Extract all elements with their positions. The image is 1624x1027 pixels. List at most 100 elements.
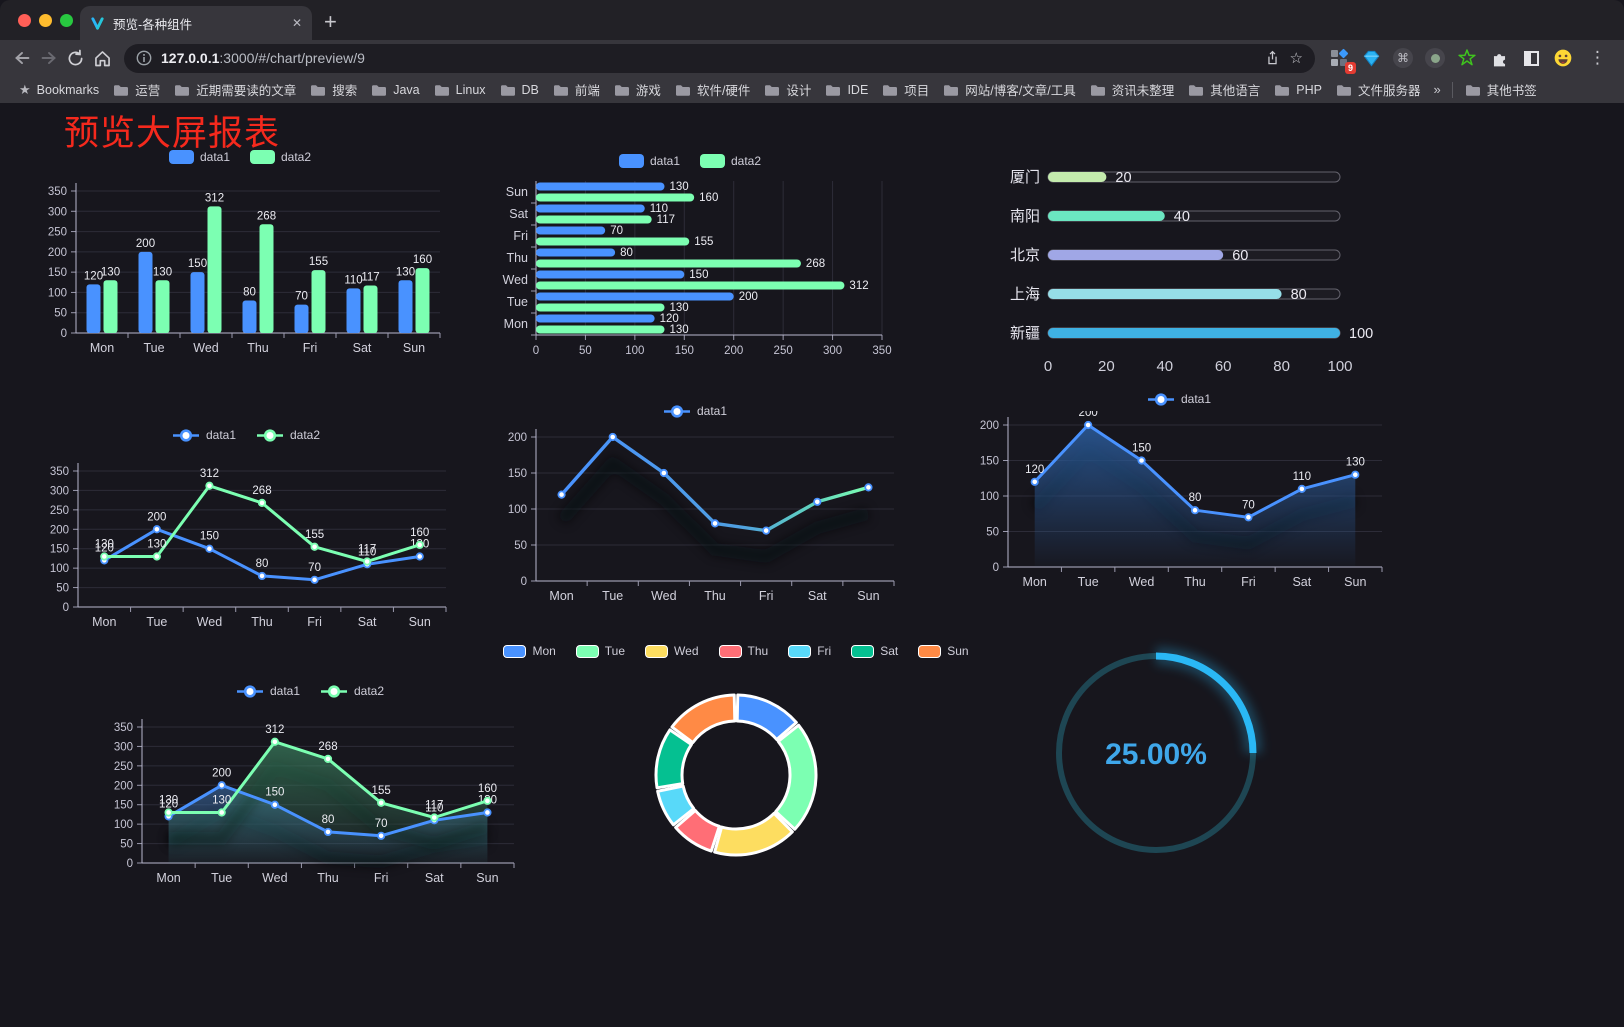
bookmark-folder-8[interactable]: 软件/硬件: [668, 77, 757, 102]
legend-item-data1[interactable]: data1: [1147, 392, 1211, 406]
bookmark-folder-12[interactable]: 网站/博客/文章/工具: [936, 77, 1082, 102]
svg-text:200: 200: [212, 767, 231, 779]
command-extension-icon[interactable]: ⌘: [1391, 46, 1415, 70]
legend-item-Fri[interactable]: Fri: [788, 644, 831, 658]
window-zoom-button[interactable]: [60, 14, 73, 27]
bookmark-folder-5[interactable]: DB: [493, 80, 546, 100]
emoji-extension-icon[interactable]: [1551, 46, 1575, 70]
extensions-puzzle-icon[interactable]: [1487, 46, 1511, 70]
legend-item-Mon[interactable]: Mon: [503, 644, 556, 658]
new-tab-button[interactable]: +: [324, 9, 337, 34]
svg-text:155: 155: [309, 256, 328, 268]
legend-label: data2: [731, 154, 762, 168]
svg-text:150: 150: [48, 267, 67, 279]
line-chart-canvas[interactable]: 0 50 100 150 200 250 300 350 Mon Tue Wed Thu Fri Sat S…: [34, 447, 458, 643]
legend-item-Sat[interactable]: Sat: [851, 644, 898, 658]
legend-item-data1[interactable]: data1: [168, 150, 230, 164]
legend-item-data1[interactable]: data1: [663, 404, 727, 418]
share-icon[interactable]: [1264, 49, 1281, 67]
gem-extension-icon[interactable]: [1359, 46, 1383, 70]
evernote-star-extension-icon[interactable]: [1455, 46, 1479, 70]
tab-manager-extension-icon[interactable]: 9: [1327, 46, 1356, 74]
svg-text:155: 155: [305, 529, 324, 541]
legend-item-data2[interactable]: data2: [256, 428, 320, 442]
svg-text:130: 130: [1346, 457, 1365, 469]
bookmark-folder-4[interactable]: Linux: [427, 80, 493, 100]
svg-text:312: 312: [205, 192, 224, 204]
area-line-chart: data1 0 50 100 150 200 Mon Tue Wed Thu Fri Sat Sun 12…: [966, 389, 1392, 603]
legend-label: data1: [649, 154, 680, 168]
tab-strip: 预览-各种组件 ✕ +: [0, 0, 1624, 40]
bookmark-folder-6[interactable]: 前端: [546, 77, 607, 102]
progress-bar-canvas[interactable]: 厦门 20 南阳 40 北京 60 上海 80 新疆 100 0 20 40 60 80 100: [992, 153, 1392, 385]
bookmark-star-icon[interactable]: ☆: [1289, 50, 1303, 67]
folder-icon: [883, 84, 898, 96]
bookmark-folder-2[interactable]: 搜索: [303, 77, 364, 102]
legend-item-data2[interactable]: data2: [250, 150, 311, 164]
forward-button[interactable]: [35, 45, 62, 72]
svg-text:150: 150: [689, 269, 708, 281]
svg-text:Sun: Sun: [857, 589, 879, 603]
legend-swatch-icon: [918, 644, 942, 658]
legend-swatch-icon: [1147, 392, 1174, 406]
svg-text:0: 0: [127, 858, 133, 870]
grouped-bar-canvas[interactable]: 0 50 100 150 200 250 300 350 Mon Tue Wed Thu Fri Sat S…: [34, 169, 446, 363]
bookmark-folder-15[interactable]: PHP: [1267, 80, 1329, 100]
recorder-extension-icon[interactable]: [1423, 46, 1447, 70]
other-bookmarks-button[interactable]: 其他书签: [1458, 77, 1544, 102]
address-bar[interactable]: 127.0.0.1:3000/#/chart/preview/9 ☆: [124, 43, 1315, 73]
bookmark-folder-1[interactable]: 近期需要读的文章: [167, 77, 303, 102]
legend-item-data1[interactable]: data1: [618, 154, 680, 168]
svg-text:150: 150: [200, 531, 219, 543]
gauge-canvas[interactable]: 25.00%: [1036, 633, 1276, 873]
window-close-button[interactable]: [18, 14, 31, 27]
svg-text:70: 70: [295, 291, 308, 303]
svg-text:Mon: Mon: [549, 589, 573, 603]
svg-text:130: 130: [670, 324, 689, 336]
home-button[interactable]: [89, 45, 116, 72]
svg-text:50: 50: [579, 345, 592, 357]
browser-menu-icon[interactable]: ⋮: [1589, 48, 1606, 67]
bookmark-folder-10[interactable]: IDE: [818, 80, 875, 100]
svg-text:150: 150: [265, 787, 284, 799]
legend-item-Thu[interactable]: Thu: [718, 644, 768, 658]
legend-item-data1[interactable]: data1: [172, 428, 236, 442]
two-series-area-canvas[interactable]: 0 50 100 150 200 250 300 350 Mon Tue Wed Thu Fri Sat S…: [96, 703, 524, 901]
bookmark-folder-0[interactable]: 运营: [106, 77, 167, 102]
svg-text:80: 80: [1189, 492, 1202, 504]
bookmark-folder-14[interactable]: 其他语言: [1181, 77, 1267, 102]
browser-tab[interactable]: 预览-各种组件 ✕: [80, 6, 312, 40]
bookmarks-overflow-button[interactable]: »: [1433, 82, 1441, 97]
bookmark-label: 项目: [904, 84, 930, 98]
svg-text:150: 150: [980, 456, 999, 468]
tab-close-icon[interactable]: ✕: [291, 16, 302, 30]
folder-icon: [614, 84, 629, 96]
svg-text:40: 40: [1156, 358, 1173, 375]
legend-item-data2[interactable]: data2: [320, 684, 384, 698]
bookmark-folder-16[interactable]: 文件服务器: [1329, 77, 1428, 102]
area-chart-canvas[interactable]: 0 50 100 150 200 Mon Tue Wed Thu Fri Sat Sun 120 200 1…: [966, 411, 1392, 603]
legend-item-Sun[interactable]: Sun: [918, 644, 969, 658]
dark-mode-extension-icon[interactable]: [1519, 46, 1543, 70]
bookmarks-manager-button[interactable]: ★ Bookmarks: [12, 79, 106, 101]
bookmark-folder-11[interactable]: 项目: [875, 77, 936, 102]
svg-text:120: 120: [159, 798, 178, 810]
window-minimize-button[interactable]: [39, 14, 52, 27]
legend-item-Tue[interactable]: Tue: [575, 644, 625, 658]
url-text[interactable]: 127.0.0.1:3000/#/chart/preview/9: [161, 50, 1255, 66]
legend-item-Wed[interactable]: Wed: [645, 644, 699, 658]
gradient-line-canvas[interactable]: 0 50 100 150 200 Mon Tue Wed Thu Fri Sat Sun: [488, 423, 902, 617]
svg-text:300: 300: [114, 741, 133, 753]
donut-canvas[interactable]: [540, 663, 932, 907]
legend-item-data2[interactable]: data2: [700, 154, 761, 168]
reload-button[interactable]: [62, 45, 89, 72]
bookmark-folder-9[interactable]: 设计: [757, 77, 818, 102]
legend-item-data1[interactable]: data1: [236, 684, 300, 698]
site-info-icon[interactable]: [136, 50, 152, 66]
bookmark-folder-3[interactable]: Java: [364, 80, 426, 100]
bookmark-label: DB: [521, 82, 539, 97]
back-button[interactable]: [8, 45, 35, 72]
bookmark-folder-7[interactable]: 游戏: [607, 77, 668, 102]
bookmark-folder-13[interactable]: 资讯未整理: [1083, 77, 1182, 102]
